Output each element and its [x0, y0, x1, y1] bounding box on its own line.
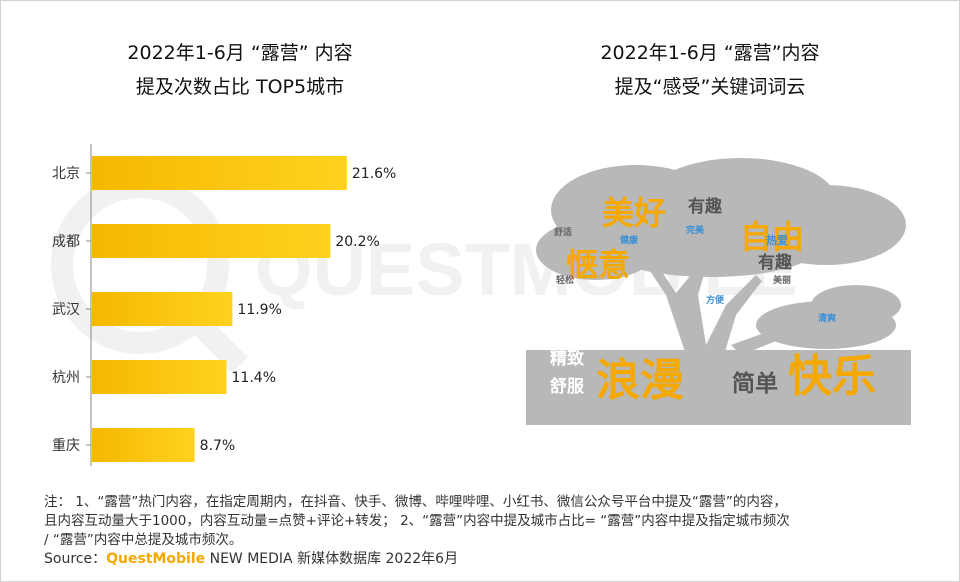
word-cloud-word: 快乐	[788, 351, 876, 402]
source-brand: QuestMobile	[106, 551, 206, 567]
source-line: Source：QuestMobile NEW MEDIA 新媒体数据库 2022…	[44, 548, 458, 568]
word-cloud-word: 惬意	[566, 246, 631, 284]
value-label: 8.7%	[200, 438, 236, 454]
value-label: 21.6%	[352, 166, 396, 182]
note-line-1: 注： 1、“露营”热门内容，在指定周期内，在抖音、快手、微博、哔哩哔哩、小红书、…	[44, 494, 787, 510]
word-cloud-word: 浪漫	[596, 355, 684, 406]
word-cloud-word: 美好	[602, 194, 667, 232]
word-cloud-word: 有趣	[688, 197, 722, 217]
word-cloud-word: 舒服	[550, 377, 584, 397]
word-cloud-word: 完美	[686, 226, 705, 236]
left-title-line1: 2022年1-6月 “露营” 内容	[127, 42, 353, 64]
category-label: 武汉	[52, 302, 80, 318]
value-label: 11.9%	[237, 302, 281, 318]
bar	[92, 156, 347, 190]
word-cloud-word: 方便	[706, 296, 725, 306]
word-cloud-word: 清爽	[818, 314, 837, 324]
word-cloud-word: 热爱	[766, 234, 788, 247]
right-title-line2: 提及“感受”关键词词云	[614, 76, 806, 98]
bar	[92, 428, 195, 462]
right-title-line1: 2022年1-6月 “露营”内容	[600, 42, 820, 64]
value-label: 11.4%	[232, 370, 276, 386]
source-rest: NEW MEDIA 新媒体数据库 2022年6月	[205, 551, 459, 567]
left-chart-title: 2022年1-6月 “露营” 内容 提及次数占比 TOP5城市	[90, 36, 390, 104]
word-cloud-word: 轻松	[556, 276, 575, 286]
note-line-2: 且内容互动量大于1000，内容互动量=点赞+评论+转发； 2、“露营”内容中提及…	[44, 513, 790, 529]
word-cloud: 美好 有趣 自由 舒适 健康 完美 热爱 惬意 有趣 轻松 美丽 方便 清爽 精致 舒服 浪漫 简单 快乐	[526, 155, 911, 425]
tree-silhouette	[526, 158, 911, 425]
word-cloud-word: 健康	[620, 236, 639, 246]
category-label: 杭州	[52, 370, 80, 386]
category-label: 重庆	[52, 438, 80, 454]
word-cloud-word: 自由	[740, 218, 805, 256]
footnotes: 注： 1、“露营”热门内容，在指定周期内，在抖音、快手、微博、哔哩哔哩、小红书、…	[44, 493, 924, 550]
bar	[92, 292, 233, 326]
word-cloud-word: 精致	[550, 349, 584, 369]
note-line-3: / “露营”内容中总提及城市频次。	[44, 532, 243, 548]
value-label: 20.2%	[335, 234, 379, 250]
word-cloud-word: 有趣	[758, 253, 792, 273]
word-cloud-word: 舒适	[554, 228, 573, 238]
source-prefix: Source：	[44, 551, 107, 567]
bar	[92, 360, 227, 394]
word-cloud-word: 简单	[732, 371, 778, 397]
left-title-line2: 提及次数占比 TOP5城市	[135, 76, 345, 98]
word-cloud-word: 美丽	[773, 276, 792, 286]
right-chart-title: 2022年1-6月 “露营”内容 提及“感受”关键词词云	[560, 36, 860, 104]
category-label: 北京	[52, 166, 80, 182]
category-label: 成都	[52, 234, 80, 250]
bar	[92, 224, 331, 258]
city-bar-chart: 北京 21.6% 成都 20.2% 武汉 11.9% 杭州 11.4% 重庆 8.7%	[52, 144, 396, 466]
